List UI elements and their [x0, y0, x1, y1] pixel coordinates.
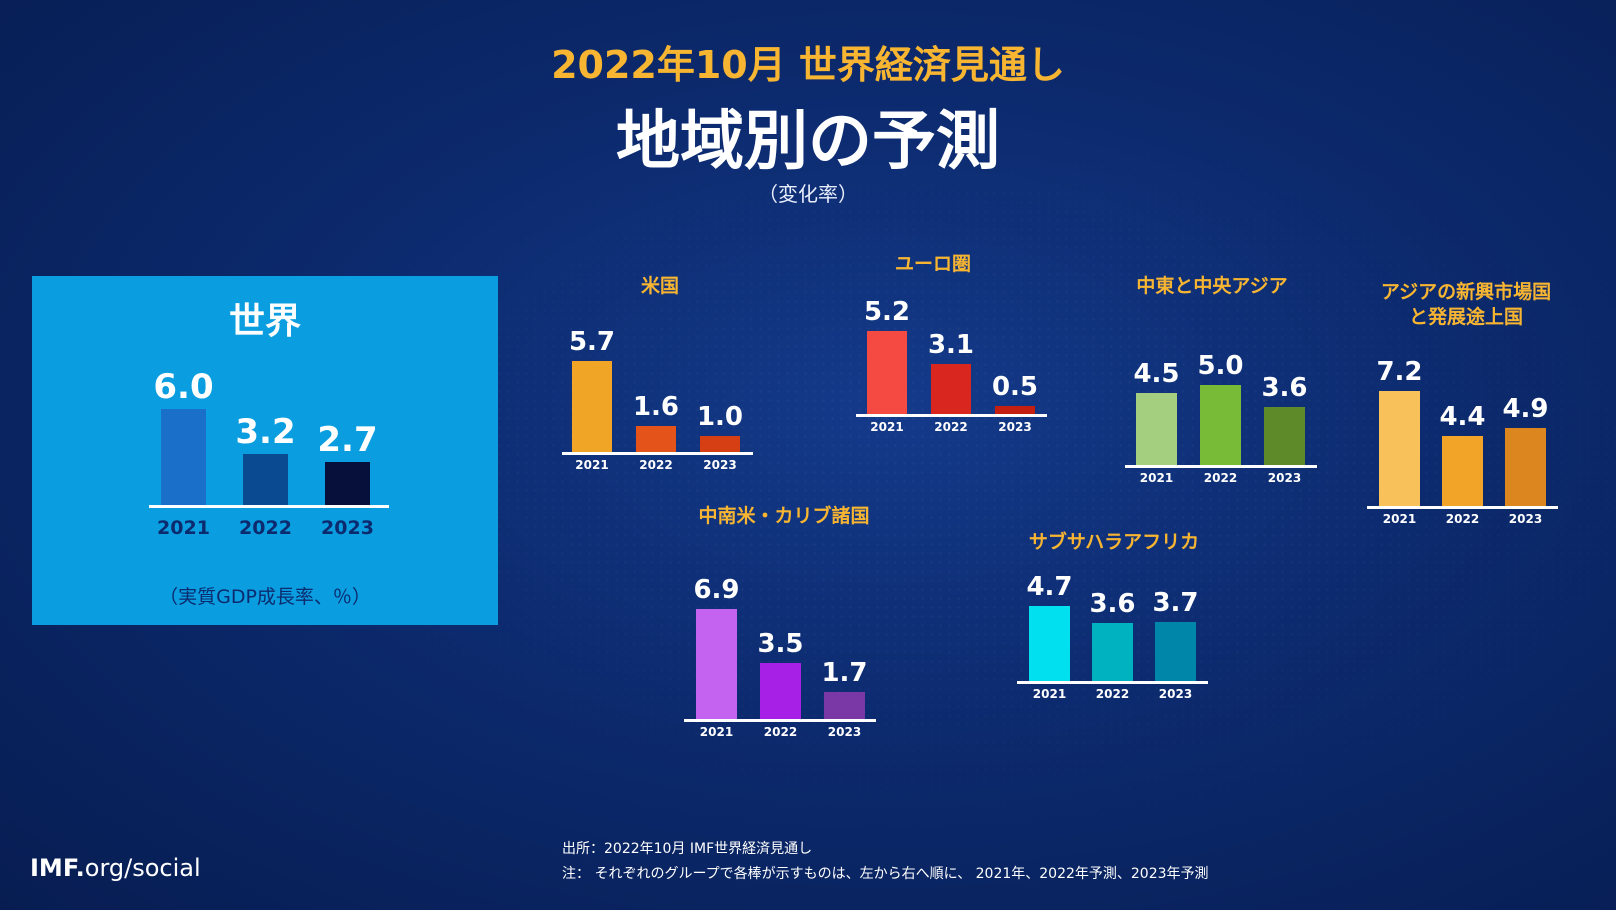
chart-axis: [1125, 465, 1317, 468]
world-panel-title: 世界: [228, 301, 301, 342]
x-tick-label: 2023: [321, 517, 374, 539]
data-label: 4.5: [1133, 359, 1180, 389]
x-tick-label: 2021: [575, 458, 609, 472]
bar-2022: [1200, 385, 1241, 465]
bar-2023: [700, 436, 740, 452]
chart-title: サブサハラアフリカ: [1028, 531, 1200, 553]
x-tick-label: 2021: [157, 517, 210, 539]
bar-2021: [161, 409, 206, 505]
data-label: 4.4: [1439, 401, 1486, 432]
bar-2021: [1136, 393, 1177, 465]
bar-2023: [995, 406, 1035, 414]
data-label: 2.7: [317, 419, 378, 460]
bar-2023: [1155, 621, 1196, 681]
bar-2021: [696, 608, 737, 719]
bar-2022: [931, 364, 971, 414]
bar-2021: [572, 360, 612, 452]
x-tick-label: 2023: [703, 458, 737, 472]
chart-title: ユーロ圏: [894, 253, 971, 275]
data-label: 5.7: [568, 326, 616, 357]
data-label: 1.0: [696, 402, 744, 432]
report-subtitle: 2022年10月 世界経済見通し: [551, 43, 1065, 87]
chart-title: 中南米・カリブ諸国: [698, 505, 870, 527]
data-label: 4.7: [1026, 571, 1073, 602]
chart-title: 中東と中央アジア: [1136, 275, 1288, 297]
world-panel-note: （実質GDP成長率、％）: [159, 586, 371, 608]
chart-title: アジアの新興市場国 と発展途上国: [1380, 281, 1552, 328]
x-tick-label: 2023: [1267, 471, 1302, 485]
footnote: 注： それぞれのグループで各棒が示すものは、左から右へ順に、 2021年、202…: [562, 866, 1209, 882]
bar-2023: [1505, 427, 1546, 506]
x-tick-label: 2023: [998, 420, 1032, 434]
page-title: 地域別の予測: [616, 105, 1000, 179]
data-label: 5.2: [863, 296, 911, 327]
bar-2021: [1029, 605, 1070, 681]
x-tick-label: 2022: [639, 458, 673, 472]
data-label: 1.7: [821, 657, 868, 688]
data-label: 3.7: [1152, 587, 1199, 618]
bar-2022: [636, 426, 676, 452]
bar-2023: [325, 461, 370, 505]
data-label: 0.5: [991, 372, 1039, 402]
x-tick-label: 2022: [763, 725, 798, 739]
chart-axis: [562, 452, 753, 455]
data-label: 1.6: [632, 392, 680, 423]
bar-2021: [1379, 390, 1420, 506]
data-label: 3.1: [927, 330, 975, 361]
x-tick-label: 2022: [1203, 471, 1238, 485]
bar-2023: [1264, 407, 1305, 465]
bar-2021: [867, 330, 907, 414]
imf-logo: IMF.org/social: [30, 854, 201, 882]
x-tick-label: 2022: [1095, 687, 1130, 701]
chart-axis: [856, 414, 1047, 417]
x-tick-label: 2023: [1508, 512, 1543, 526]
chart-axis: [684, 719, 876, 722]
x-tick-label: 2022: [1445, 512, 1480, 526]
data-label: 6.9: [693, 574, 740, 605]
data-label: 3.5: [757, 629, 804, 659]
x-tick-label: 2021: [870, 420, 904, 434]
logo-text: org/social: [84, 854, 201, 882]
bar-2022: [760, 663, 801, 719]
x-tick-label: 2023: [1158, 687, 1193, 701]
bar-2022: [1092, 623, 1133, 681]
data-label: 3.2: [235, 411, 296, 452]
x-tick-label: 2021: [1139, 471, 1174, 485]
logo-bold: IMF.: [30, 854, 85, 882]
chart-title: 米国: [640, 275, 679, 297]
source-note: 出所：2022年10月 IMF世界経済見通し: [562, 841, 813, 857]
bar-2022: [1442, 435, 1483, 506]
data-label: 7.2: [1376, 356, 1423, 387]
data-label: 6.0: [153, 367, 214, 407]
x-tick-label: 2022: [239, 517, 292, 539]
data-label: 3.6: [1261, 373, 1308, 404]
data-label: 3.6: [1089, 589, 1136, 620]
x-tick-label: 2021: [1382, 512, 1417, 526]
data-label: 5.0: [1197, 351, 1244, 381]
x-tick-label: 2022: [934, 420, 968, 434]
bar-2023: [824, 691, 865, 719]
world-panel: [32, 276, 498, 625]
x-tick-label: 2023: [827, 725, 862, 739]
unit-label: （変化率）: [758, 182, 858, 206]
x-tick-label: 2021: [1032, 687, 1067, 701]
bar-2022: [243, 453, 288, 505]
chart-axis: [1367, 506, 1558, 509]
chart-axis: [1017, 681, 1208, 684]
data-label: 4.9: [1502, 393, 1549, 424]
x-tick-label: 2021: [699, 725, 734, 739]
chart-axis: [149, 505, 389, 508]
